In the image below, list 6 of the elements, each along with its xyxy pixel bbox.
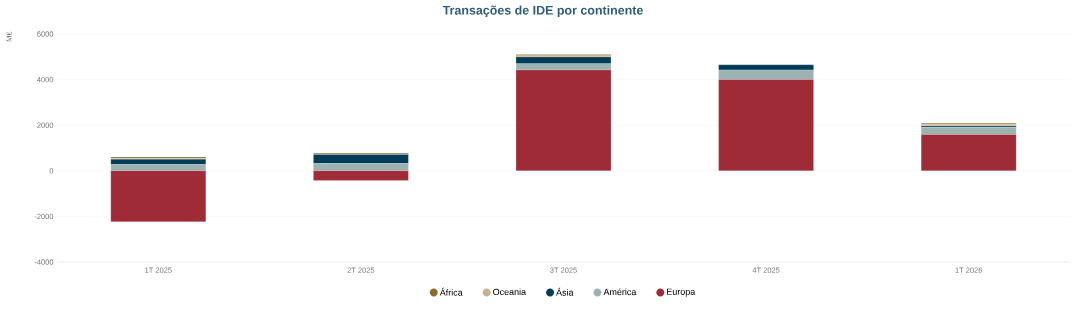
- legend-label: Europa: [667, 288, 696, 297]
- legend-label: África: [439, 287, 463, 296]
- chart-title: Transações de IDE por continente: [442, 5, 643, 18]
- legend-label: Oceania: [493, 288, 527, 296]
- legend-label: América: [603, 288, 637, 296]
- legend-label: Ásia: [556, 287, 574, 296]
